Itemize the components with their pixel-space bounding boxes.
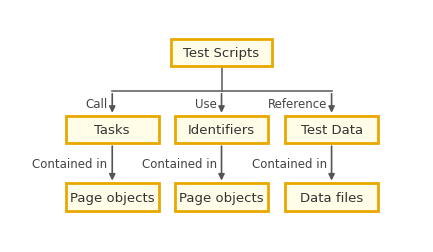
FancyBboxPatch shape [66, 116, 159, 144]
Text: Use: Use [195, 97, 217, 110]
Text: Identifiers: Identifiers [188, 123, 255, 136]
FancyBboxPatch shape [66, 184, 159, 211]
Text: Contained in: Contained in [252, 157, 327, 170]
FancyBboxPatch shape [175, 116, 268, 144]
Text: Page objects: Page objects [179, 191, 264, 204]
FancyBboxPatch shape [171, 40, 272, 67]
Text: Contained in: Contained in [32, 157, 107, 170]
Text: Contained in: Contained in [142, 157, 217, 170]
Text: Test Data: Test Data [301, 123, 362, 136]
FancyBboxPatch shape [175, 184, 268, 211]
Text: Test Scripts: Test Scripts [184, 47, 260, 60]
FancyBboxPatch shape [285, 116, 378, 144]
Text: Call: Call [85, 97, 107, 110]
FancyBboxPatch shape [285, 184, 378, 211]
Text: Page objects: Page objects [70, 191, 155, 204]
Text: Data files: Data files [300, 191, 363, 204]
Text: Reference: Reference [268, 97, 327, 110]
Text: Tasks: Tasks [94, 123, 130, 136]
